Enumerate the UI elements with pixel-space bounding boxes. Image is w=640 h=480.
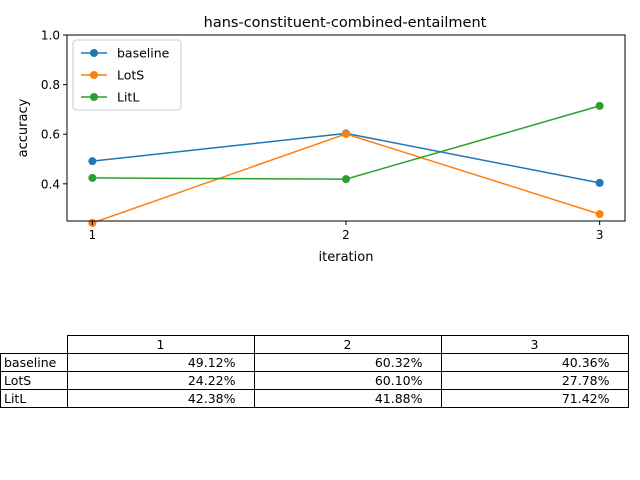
table-row: LitL 42.38% 41.88% 71.42% <box>0 389 629 408</box>
data-point-LotS <box>595 210 604 219</box>
data-point-LitL <box>342 175 350 184</box>
table-cell: 27.78% <box>440 371 629 390</box>
table-row-label: baseline <box>0 353 68 372</box>
y-axis-label: accuracy <box>16 98 31 157</box>
table-cell: 24.22% <box>66 371 255 390</box>
table-cell: 49.12% <box>66 353 255 372</box>
chart-title: hans-constituent-combined-entailment <box>204 15 487 31</box>
x-tick-label: 3 <box>596 228 604 242</box>
legend-marker-LotS <box>90 71 98 79</box>
table-row-label: LitL <box>0 389 68 408</box>
table-row: LotS 24.22% 60.10% 27.78% <box>0 371 629 390</box>
data-point-LitL <box>88 173 97 182</box>
legend-box <box>72 39 182 111</box>
table-cell: 60.32% <box>253 353 442 372</box>
table-row-label: LotS <box>0 371 68 390</box>
y-tick-label: 1.0 <box>41 29 60 43</box>
table-cell: 42.38% <box>66 389 255 408</box>
legend-label-LotS: LotS <box>117 68 144 83</box>
series-group <box>88 101 604 227</box>
y-tick-label: 0.6 <box>41 128 60 142</box>
table-cell: 60.10% <box>253 371 442 390</box>
x-axis-label: iteration <box>319 250 374 265</box>
data-point-baseline <box>88 157 97 166</box>
data-table: 1 2 3 baseline 49.12% 60.32% 40.36% LotS… <box>0 335 629 408</box>
legend-label-baseline: baseline <box>117 46 170 61</box>
table-header-row: 1 2 3 <box>1 335 629 354</box>
legend-marker-LitL <box>90 93 98 101</box>
data-point-LitL <box>595 101 604 110</box>
data-point-LotS <box>342 129 350 138</box>
table-row: baseline 49.12% 60.32% 40.36% <box>0 353 629 372</box>
y-tick-label: 0.8 <box>41 78 60 92</box>
y-tick-label: 0.4 <box>41 177 60 191</box>
table-corner <box>1 336 68 354</box>
data-point-baseline <box>595 178 604 187</box>
legend-label-LitL: LitL <box>117 90 139 105</box>
x-tick-label: 2 <box>342 228 350 242</box>
table-col-header: 3 <box>440 335 629 354</box>
x-tick-label: 1 <box>89 228 97 242</box>
legend-marker-baseline <box>90 49 98 57</box>
table-col-header: 2 <box>253 335 442 354</box>
table-cell: 71.42% <box>440 389 629 408</box>
table-col-header: 1 <box>66 335 255 354</box>
table-cell: 40.36% <box>440 353 629 372</box>
line-chart: hans-constituent-combined-entailment 1 2 3… <box>16 15 626 265</box>
table-cell: 41.88% <box>253 389 442 408</box>
